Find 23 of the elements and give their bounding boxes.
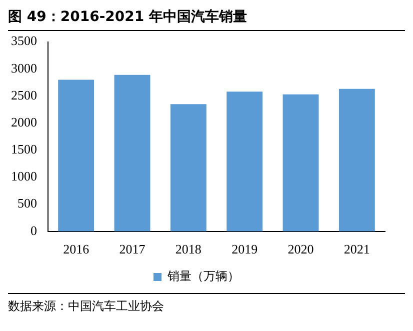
x-tick-label: 2019 bbox=[232, 242, 258, 257]
y-tick-label: 2500 bbox=[11, 87, 37, 102]
legend-label: 销量（万辆） bbox=[166, 269, 240, 284]
bar bbox=[114, 74, 150, 232]
x-tick-label: 2020 bbox=[288, 242, 314, 257]
y-tick-label: 1500 bbox=[11, 142, 37, 157]
y-tick-label: 0 bbox=[30, 222, 37, 238]
y-tick-label: 3000 bbox=[11, 60, 37, 76]
bar bbox=[282, 94, 319, 232]
y-tick-label: 2000 bbox=[11, 114, 37, 130]
bar bbox=[58, 80, 94, 232]
bar bbox=[226, 92, 263, 232]
chart-title: 图 49：2016-2021 年中国汽车销量 bbox=[8, 8, 405, 31]
x-tick-label: 2018 bbox=[175, 242, 202, 257]
bar bbox=[338, 88, 375, 232]
y-tick-label: 3500 bbox=[11, 33, 37, 48]
x-tick-label: 2016 bbox=[63, 242, 90, 257]
y-tick-label: 1000 bbox=[11, 168, 37, 184]
source-note: 数据来源：中国汽车工业协会 bbox=[8, 298, 165, 315]
bar bbox=[170, 104, 206, 232]
y-tick-label: 500 bbox=[18, 196, 37, 211]
x-tick-label: 2021 bbox=[344, 242, 370, 257]
x-tick-label: 2017 bbox=[119, 242, 146, 257]
